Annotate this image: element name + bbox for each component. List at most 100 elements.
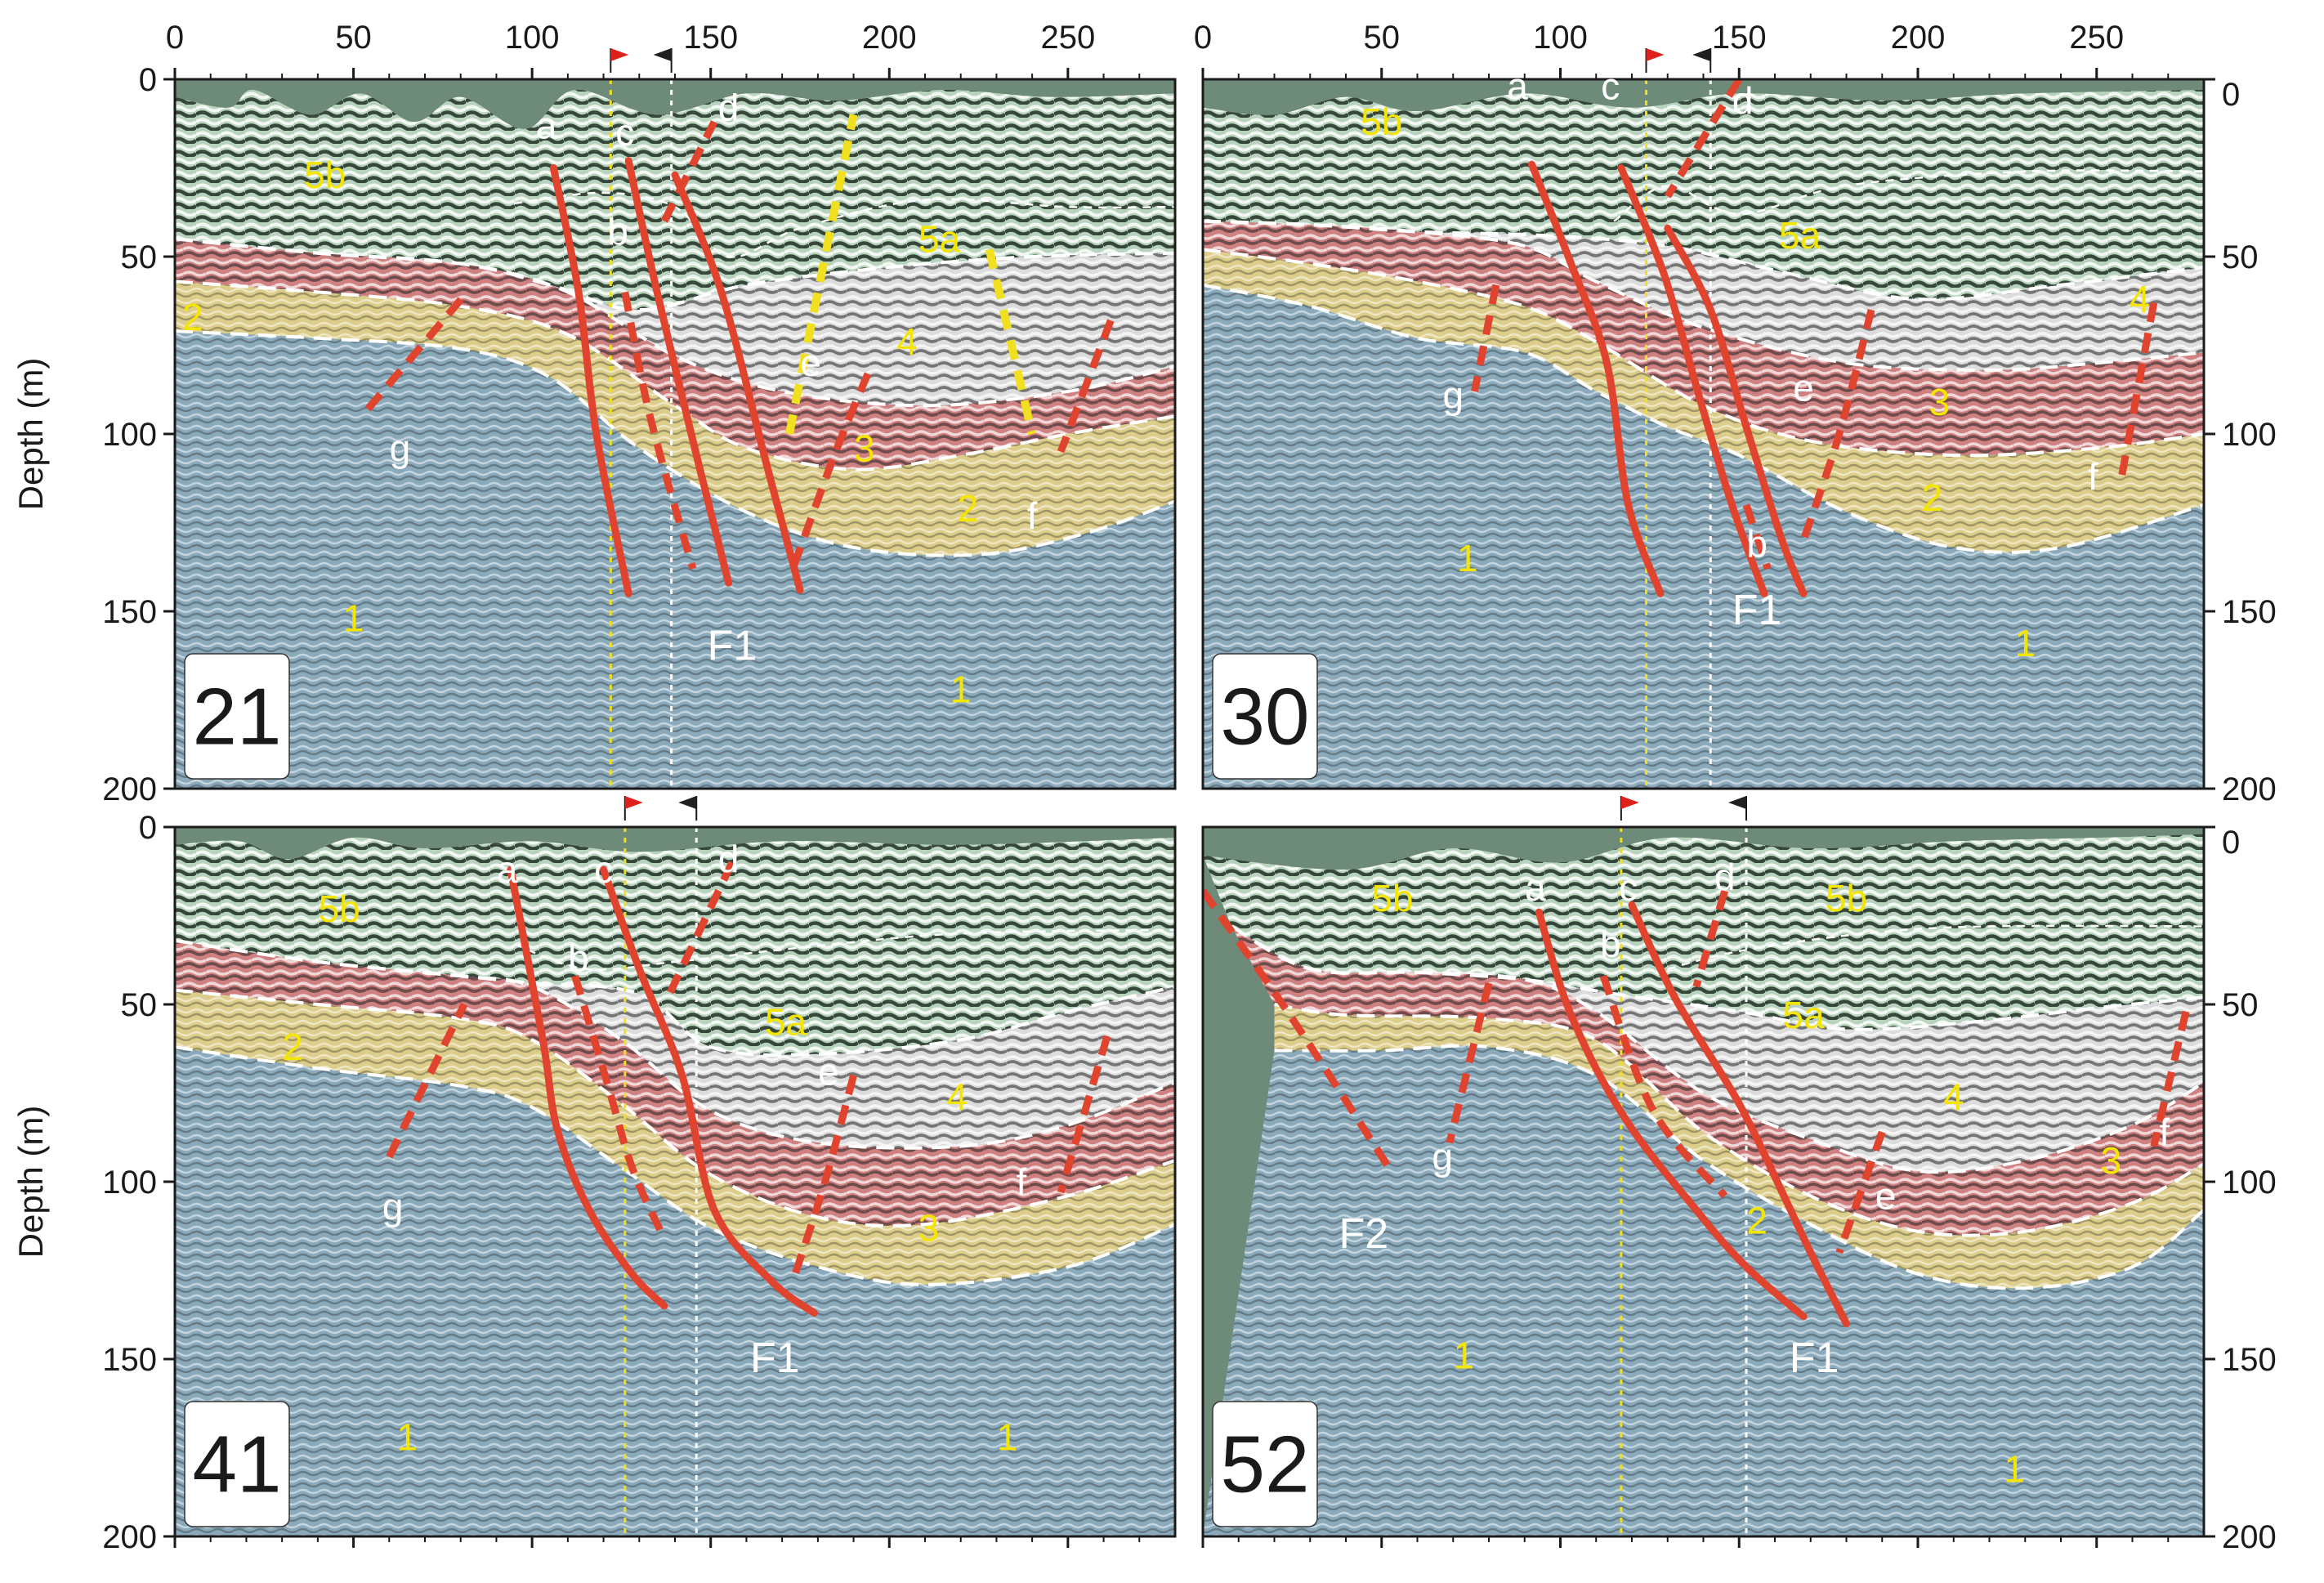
fault-label: b: [568, 937, 589, 980]
unit-1-reflectors: [1203, 284, 2204, 789]
unit-label: 2: [182, 296, 203, 338]
unit-1-reflectors: [175, 331, 1175, 789]
x-tick-label: 100: [505, 20, 560, 56]
fault-line-yellow: [784, 114, 858, 435]
unit-label: 2: [1746, 1200, 1768, 1242]
flag-red-icon: [610, 48, 629, 61]
fault-label: e: [1793, 367, 1814, 409]
panel-number-box: [184, 653, 290, 780]
horizon-line: [175, 1045, 1175, 1286]
section-body: [1203, 827, 2204, 1536]
seismic-panel-41: 5b 5a 4 3 2 1 1 a c d b e g f F1 41: [173, 796, 1177, 1538]
unit-3-band-reflectors: [175, 239, 1175, 470]
horizon-line: [1274, 1044, 2204, 1290]
flag-red-icon: [624, 796, 643, 809]
unit-5b-band-reflectors: [1203, 90, 2204, 300]
unit-label: 1: [396, 1415, 418, 1458]
flag-red-icon: [1646, 48, 1665, 61]
panel-number-box: [1212, 653, 1318, 780]
fault-line-dashed: [660, 120, 718, 223]
horizon-line: [175, 938, 1175, 1057]
fault-line-dashed: [1057, 319, 1115, 454]
depth-tick-label: 100: [102, 1165, 157, 1201]
flag-black-icon: [1728, 796, 1746, 809]
fault-label: c: [1601, 65, 1620, 108]
depth-tick-label: 200: [2222, 771, 2277, 807]
fault-label: g: [382, 1185, 404, 1227]
unit-label: 1: [950, 668, 972, 710]
flag-black-icon: [1692, 48, 1711, 61]
depth-tick-label: 0: [2222, 77, 2240, 113]
unit-label: 5a: [918, 217, 961, 260]
unit-label: 5b: [1361, 101, 1402, 143]
unit-label: 4: [2129, 278, 2150, 320]
unit-label: 5a: [765, 1001, 807, 1044]
depth-tick-label: 200: [102, 771, 157, 807]
unit-3-band-reflectors: [175, 940, 1175, 1227]
unit-label: 5a: [1779, 214, 1821, 257]
panel-number-box: [1212, 1401, 1318, 1527]
fault-label: d: [718, 87, 740, 129]
unit-2-band-reflectors: [175, 281, 1175, 556]
section-body: [175, 79, 1175, 789]
fault-line-dashed: [364, 293, 467, 412]
fault-label: b: [607, 211, 628, 253]
fault-line-dashed: [1742, 503, 1772, 570]
horizon-line: [1203, 283, 2204, 554]
fault-line-dashed: [2117, 302, 2158, 477]
fault-line-dashed: [1446, 982, 1493, 1144]
fault-label: f: [2159, 1111, 2170, 1153]
unit-1-reflectors: [1203, 1045, 2204, 1536]
unit-2-band-reflectors: [175, 990, 1175, 1285]
depth-tick-label: 0: [139, 62, 157, 98]
unit-label: 5b: [1826, 877, 1867, 919]
fault-label: c: [594, 848, 613, 891]
fault-label: g: [390, 427, 411, 469]
depth-tick-label: 150: [2222, 594, 2277, 630]
depth-tick-label: 150: [2222, 1342, 2277, 1378]
unit-2-band-reflectors: [1203, 249, 2204, 552]
horizon-line: [175, 237, 1175, 408]
fault-line-dashed: [1057, 1035, 1111, 1194]
panel-number: 41: [192, 1420, 281, 1509]
flag-black-icon: [678, 796, 697, 809]
horizon-line: [175, 988, 1175, 1227]
depth-tick-label: 200: [102, 1519, 157, 1555]
unit-label: 1: [2014, 622, 2036, 664]
x-tick-label: 0: [1194, 20, 1212, 56]
x-tick-label: 200: [1891, 20, 1946, 56]
fault-line-solid: [1528, 160, 1665, 597]
fault-label: g: [1442, 373, 1464, 416]
unit-5b-band-reflectors: [1203, 834, 2204, 1030]
fault-line-dashed: [1203, 888, 1392, 1170]
depth-tick-label: 200: [2222, 1519, 2277, 1555]
horizon-thin-line: [1667, 924, 2204, 970]
depth-tick-label: 100: [2222, 417, 2277, 453]
unit-1-reflectors: [175, 1047, 1175, 1536]
fault-line-solid: [1617, 164, 1768, 597]
unit-label: 4: [896, 320, 918, 363]
unit-label: 2: [958, 487, 979, 530]
x-tick-label: 100: [1533, 20, 1588, 56]
fault-label: d: [1732, 79, 1754, 122]
fault-line-dashed: [621, 291, 697, 570]
section-body: [175, 827, 1175, 1536]
fault-label: e: [818, 1050, 839, 1093]
unit-label: 2: [1922, 476, 1943, 519]
fault-line-dashed: [1471, 284, 1500, 392]
axes: 0 50 100 150 200 250 0 50 100 150 200 2500501001502…: [11, 20, 2277, 1555]
fault-line-solid: [549, 164, 632, 597]
depth-tick-label: 50: [2222, 987, 2259, 1023]
unit-3-band-reflectors: [1203, 221, 2204, 456]
depth-tick-label: 100: [2222, 1165, 2277, 1201]
depth-tick-label: 100: [102, 417, 157, 453]
panel-number: 52: [1220, 1420, 1309, 1509]
fault-line-solid: [507, 865, 668, 1310]
fault-label: b: [1600, 923, 1621, 965]
seismic-panel-30: 5b 5a 4 3 2 1 1 a c d g e f b F1 30: [1201, 48, 2206, 790]
horizon-line: [1203, 248, 2204, 458]
unit-5b-band-reflectors: [175, 837, 1175, 1055]
fault-label: a: [536, 104, 557, 146]
x-tick-label: 150: [683, 20, 738, 56]
